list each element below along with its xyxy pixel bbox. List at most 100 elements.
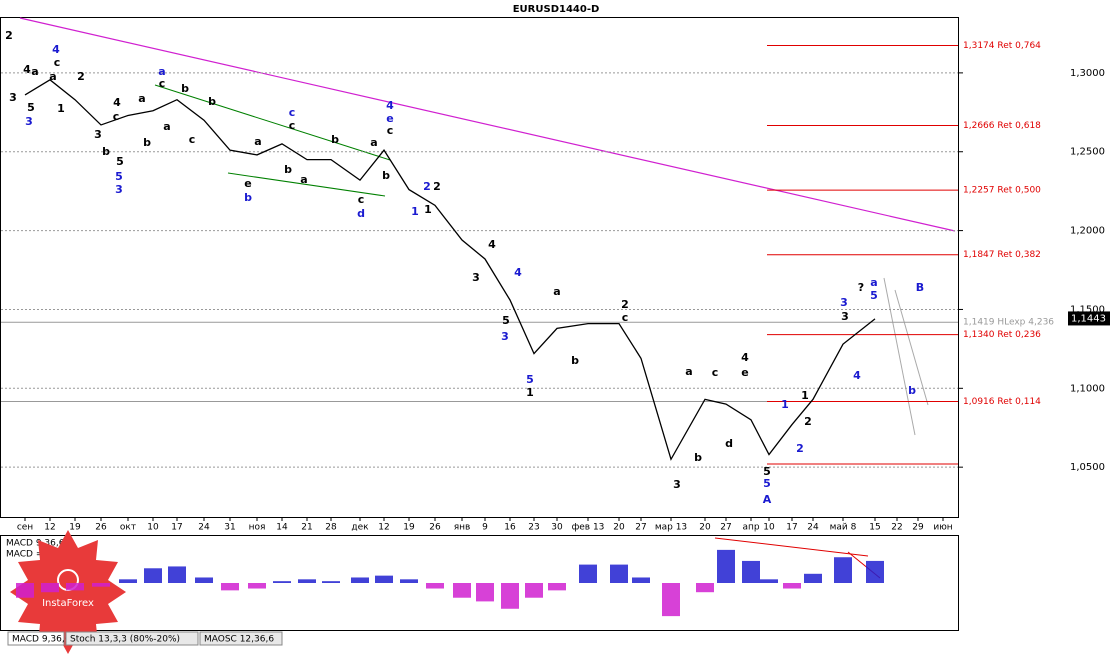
macd-bar <box>351 577 369 583</box>
wave-label: 3 <box>501 330 509 343</box>
macd-label: MACD =0,00 <box>6 550 64 560</box>
x-tick-label: мар 13 <box>655 523 687 533</box>
wave-label: a <box>870 276 877 289</box>
retracement-label: 1,0916 Ret 0,114 <box>963 397 1041 407</box>
macd-bar <box>195 577 213 583</box>
x-tick-label: 28 <box>325 523 337 533</box>
wave-label: d <box>725 437 733 450</box>
x-tick-label: 14 <box>276 523 288 533</box>
wave-label: 3 <box>840 296 848 309</box>
wave-label: c <box>159 77 166 90</box>
x-tick-label: сен <box>17 523 33 533</box>
macd-bar <box>400 579 418 583</box>
x-tick-label: июн <box>933 523 952 533</box>
x-tick-label: 24 <box>807 523 819 533</box>
macd-bar <box>501 583 519 609</box>
wave-label: c <box>622 311 629 324</box>
macd-bar <box>248 583 266 589</box>
wave-label: 4 <box>52 43 60 56</box>
x-tick-label: 17 <box>786 523 797 533</box>
macd-bar <box>322 581 340 583</box>
wave-label: 2 <box>77 70 85 83</box>
wave-label: 4 <box>514 266 522 279</box>
macd-bar <box>375 575 393 583</box>
wave-label: 2 <box>796 442 804 455</box>
trend-line <box>19 17 956 232</box>
macd-bar <box>866 560 884 583</box>
wave-label: 3 <box>94 128 102 141</box>
wave-label: 4 <box>23 63 31 76</box>
x-tick-label: 27 <box>720 523 731 533</box>
wave-label: a <box>158 65 165 78</box>
x-tick-label: 17 <box>171 523 182 533</box>
macd-bar <box>453 583 471 598</box>
retracement-label: 1,2257 Ret 0,500 <box>963 186 1041 196</box>
wave-label: 1 <box>57 102 65 115</box>
wave-label: A <box>763 493 772 506</box>
expansion-label: 1,1419 HLexp 4,236 <box>963 318 1054 328</box>
chart-title: EURUSD1440-D <box>513 4 600 15</box>
wave-label: 4 <box>113 96 121 109</box>
wave-label: e <box>386 112 393 125</box>
macd-bar <box>783 583 801 589</box>
wave-label: a <box>685 365 692 378</box>
x-tick-label: 20 <box>699 523 711 533</box>
macd-bar <box>834 557 852 583</box>
current-price-box <box>1068 311 1110 326</box>
wave-label: c <box>289 119 296 132</box>
tab-label[interactable]: MAOSC 12,36,6 <box>204 635 274 645</box>
wave-label: b <box>908 384 916 397</box>
x-tick-label: май 8 <box>830 523 857 533</box>
macd-bar <box>119 579 137 583</box>
wave-label: B <box>916 281 924 294</box>
wave-label: 1 <box>526 386 534 399</box>
macd-bar <box>144 568 162 583</box>
wave-label: c <box>189 133 196 146</box>
macd-bar <box>273 581 291 583</box>
retracement-label: 1,2666 Ret 0,618 <box>963 121 1041 131</box>
x-tick-label: 12 <box>44 523 55 533</box>
wave-label: a <box>163 120 170 133</box>
price-line <box>24 79 876 461</box>
wave-label: 5 <box>27 101 35 114</box>
x-tick-label: 19 <box>69 523 81 533</box>
wave-label: d <box>357 207 365 220</box>
logo-badge <box>10 530 126 654</box>
tab <box>65 631 199 646</box>
y-tick-label: 1,2000 <box>1070 226 1105 237</box>
wave-label: c <box>387 124 394 137</box>
wave-label: a <box>31 65 38 78</box>
wave-label: a <box>49 70 56 83</box>
wave-label: 5 <box>115 170 123 183</box>
wave-label: c <box>358 193 365 206</box>
wave-label: 3 <box>115 183 123 196</box>
wave-label: 3 <box>841 310 849 323</box>
y-tick-label: 1,1500 <box>1070 304 1105 315</box>
wave-label: 4 <box>488 238 496 251</box>
wave-label: e <box>741 366 748 379</box>
wave-label: 5 <box>526 373 534 386</box>
macd-bar <box>41 583 59 593</box>
wave-label: b <box>694 451 702 464</box>
retracement-label: 1,3174 Ret 0,764 <box>963 41 1041 51</box>
macd-bar <box>16 583 34 598</box>
tab-label[interactable]: MACD 9,36,6 <box>12 635 71 645</box>
x-tick-label: 24 <box>198 523 210 533</box>
wave-label: b <box>571 354 579 367</box>
x-tick-label: 21 <box>301 523 312 533</box>
x-tick-label: 19 <box>403 523 415 533</box>
wave-label: 4 <box>386 99 394 112</box>
plot-frame <box>0 17 959 518</box>
wave-label: a <box>300 173 307 186</box>
wave-label: 2 <box>433 180 441 193</box>
wave-label: 1 <box>801 389 809 402</box>
wave-label: 3 <box>673 478 681 491</box>
macd-bar <box>696 583 714 593</box>
x-tick-label: 10 <box>763 523 775 533</box>
x-tick-label: окт <box>120 523 136 533</box>
wave-label: a <box>138 92 145 105</box>
x-tick-label: 9 <box>482 523 488 533</box>
channel-line <box>154 84 391 161</box>
tab-label[interactable]: Stoch 13,3,3 (80%-20%) <box>70 635 180 645</box>
x-tick-label: 31 <box>224 523 235 533</box>
